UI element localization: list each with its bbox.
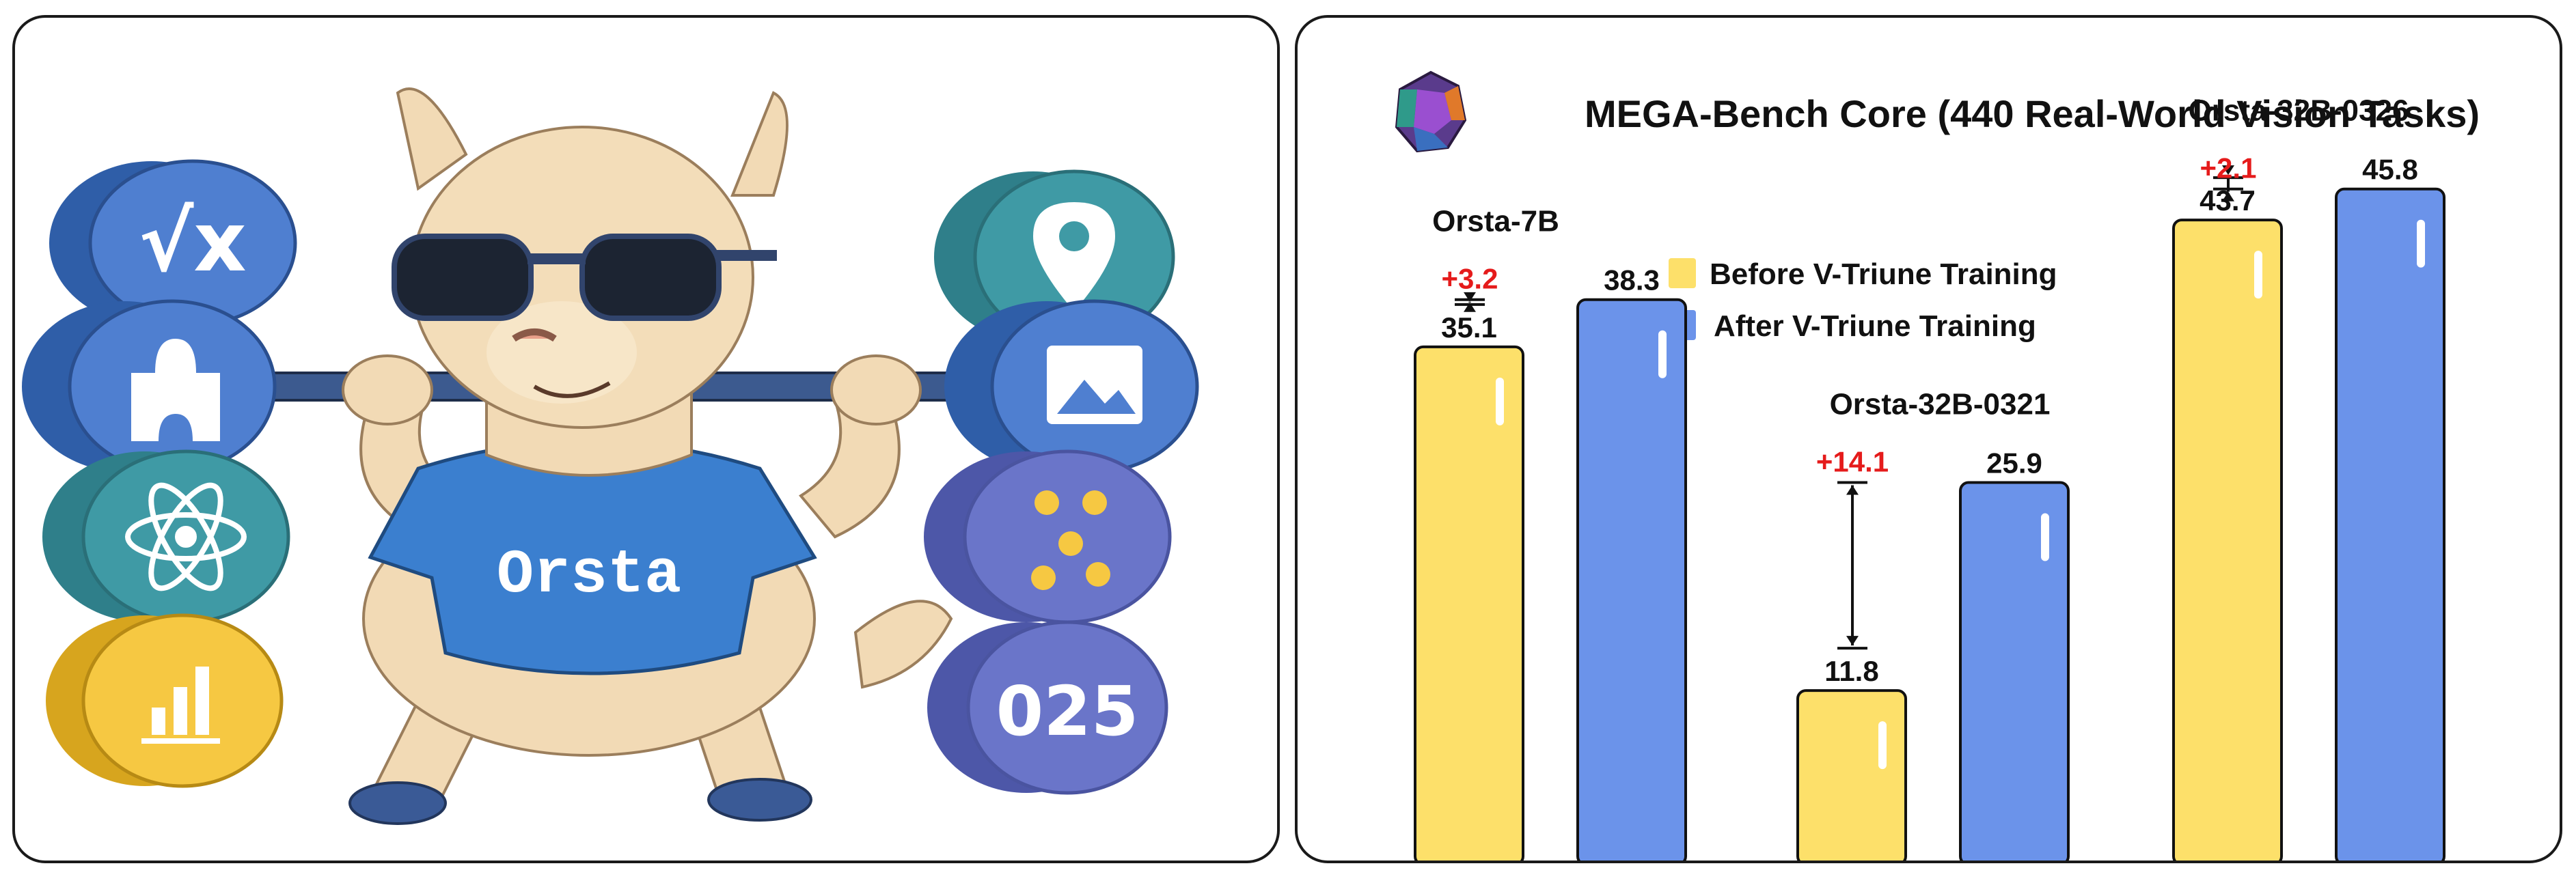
delta-arrowhead-down-0 bbox=[1464, 292, 1476, 302]
coin-digits: 025 bbox=[927, 620, 1168, 795]
delta-arrowhead-down-1 bbox=[1846, 636, 1859, 646]
bar-after-2 bbox=[2335, 187, 2445, 861]
group-label-1: Orsta-32B-0321 bbox=[1830, 388, 2051, 421]
delta-label-1: +14.1 bbox=[1816, 446, 1889, 478]
bar-highlight-after-0 bbox=[1658, 330, 1667, 378]
bar-highlight-after-1 bbox=[2041, 513, 2049, 561]
legend: Before V-Triune Training After V-Triune … bbox=[1669, 257, 2057, 343]
coin-dots bbox=[924, 449, 1172, 624]
coin-atom bbox=[42, 449, 290, 624]
delta-arrowhead-up-0 bbox=[1464, 302, 1476, 312]
dots-icon bbox=[1031, 490, 1110, 590]
puzzle-icon bbox=[131, 339, 220, 441]
delta-arrowhead-up-1 bbox=[1846, 485, 1859, 495]
value-label-after-2: 45.8 bbox=[2362, 154, 2418, 186]
value-label-after-0: 38.3 bbox=[1604, 264, 1660, 296]
image-icon bbox=[1047, 346, 1142, 424]
coin-puzzle bbox=[22, 299, 277, 474]
right-weight-stack: 025 bbox=[924, 169, 1199, 795]
map-pin-icon bbox=[1033, 202, 1115, 311]
bar-before-0 bbox=[1414, 345, 1524, 861]
coin-chart bbox=[46, 613, 284, 788]
illustration-panel: √x bbox=[12, 15, 1280, 863]
bar-after-0 bbox=[1576, 298, 1687, 861]
coin-map-pin bbox=[934, 169, 1175, 344]
legend-label-before: Before V-Triune Training bbox=[1710, 257, 2057, 291]
gem-icon bbox=[1395, 70, 1467, 153]
value-label-after-1: 25.9 bbox=[1986, 447, 2042, 479]
bar-highlight-before-1 bbox=[1878, 721, 1887, 770]
bars-layer: 35.1 38.3 +3.2 Orsta-7B 11.8 25.9 +14.1 Orsta-3… bbox=[1414, 94, 2445, 861]
alpaca-mascot: Orsta bbox=[342, 87, 953, 825]
value-label-before-0: 35.1 bbox=[1441, 311, 1497, 344]
sqrt-x-icon: √x bbox=[139, 195, 246, 290]
chart-title: MEGA-Bench Core (440 Real-World Vision T… bbox=[1585, 92, 2480, 135]
chart-panel: MEGA-Bench Core (440 Real-World Vision T… bbox=[1295, 15, 2562, 863]
bar-highlight-before-0 bbox=[1496, 377, 1504, 425]
group-label-2: Orsta-32B-0326 bbox=[2189, 94, 2409, 128]
coin-sqrt: √x bbox=[49, 159, 297, 327]
bar-before-2 bbox=[2172, 219, 2283, 861]
legend-swatch-before bbox=[1669, 258, 1696, 288]
mascot-illustration: √x bbox=[22, 87, 1199, 825]
bar-highlight-after-2 bbox=[2417, 219, 2425, 268]
bar-before-1 bbox=[1796, 689, 1907, 861]
delta-arrowhead-up-2 bbox=[2222, 191, 2234, 201]
bar-highlight-before-2 bbox=[2254, 251, 2262, 299]
bar-chart-icon bbox=[141, 667, 220, 744]
delta-label-2: +2.1 bbox=[2200, 152, 2257, 184]
legend-label-after: After V-Triune Training bbox=[1714, 309, 2036, 343]
group-label-0: Orsta-7B bbox=[1432, 205, 1559, 238]
bar-after-1 bbox=[1959, 481, 2070, 861]
bar-chart: MEGA-Bench Core (440 Real-World Vision T… bbox=[1395, 70, 2480, 861]
sunglasses bbox=[392, 234, 777, 321]
coin-image bbox=[944, 299, 1199, 474]
delta-label-0: +3.2 bbox=[1442, 263, 1498, 295]
atom-icon bbox=[125, 482, 247, 591]
value-label-before-1: 11.8 bbox=[1824, 655, 1878, 687]
shirt-text: Orsta bbox=[497, 541, 681, 611]
delta-arrowhead-down-2 bbox=[2222, 165, 2234, 176]
coin-digits-text: 025 bbox=[996, 671, 1139, 751]
left-weight-stack: √x bbox=[22, 159, 297, 788]
